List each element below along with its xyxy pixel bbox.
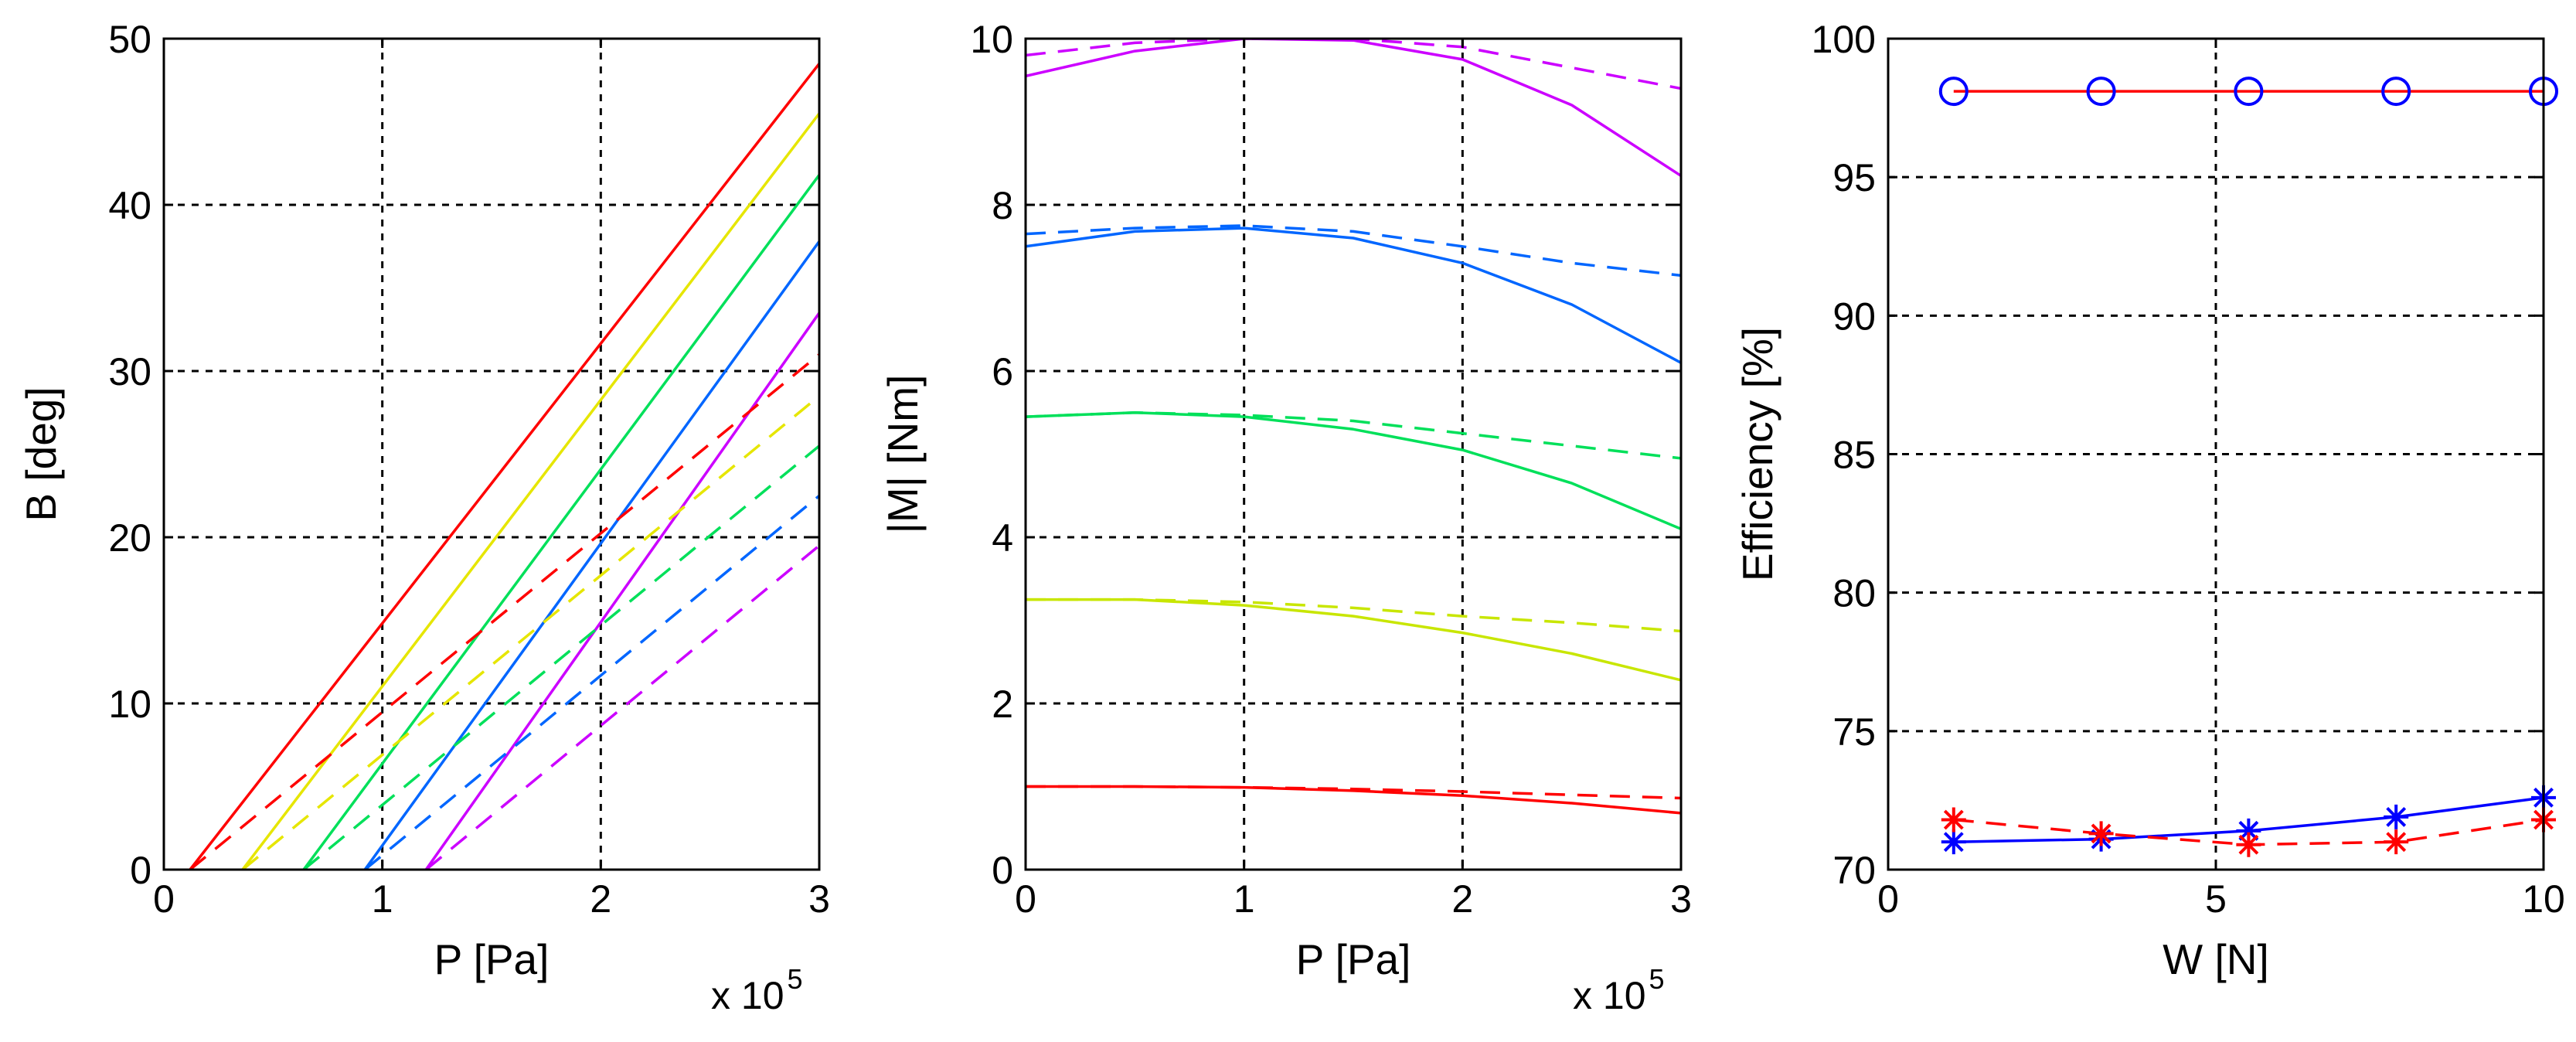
y-tick-label-1: 2 [992, 683, 1013, 726]
series-line-red-dashed [1026, 785, 1681, 800]
x-tick-label-2: 10 [2522, 877, 2565, 921]
y-tick-label-0: 0 [130, 849, 151, 892]
y-tick-label-3: 30 [108, 350, 151, 393]
y-tick-label-2: 20 [108, 516, 151, 560]
y-tick-label-4: 90 [1832, 295, 1876, 338]
axes-box [162, 37, 821, 871]
x-multiplier: x 10 5 [1573, 963, 1665, 1017]
series-line-red-solid [189, 63, 819, 870]
y-tick-label-4: 40 [108, 184, 151, 227]
x-tick-label-0: 0 [1877, 877, 1899, 921]
plot-area [164, 39, 819, 870]
y-tick-label-4: 8 [992, 184, 1013, 227]
x-tick-label-0: 0 [1015, 877, 1036, 921]
x-multiplier: x 10 5 [711, 963, 803, 1017]
series-line-green-solid [302, 174, 819, 870]
x-tick-label-1: 5 [2205, 877, 2227, 921]
y-tick-label-2: 4 [992, 516, 1013, 560]
y-tick-label-5: 50 [108, 18, 151, 61]
series-line-blue-solid [363, 240, 819, 870]
grid [1026, 39, 1681, 870]
series-line-blue-dashed [363, 494, 819, 870]
axes-box [1024, 37, 1683, 871]
marker-star-blue-star-solid-3 [2384, 804, 2409, 829]
y-tick-label-2: 80 [1832, 572, 1876, 615]
plot-area [1026, 39, 1681, 870]
y-tick-label-1: 75 [1832, 710, 1876, 754]
x-tick-label-2: 2 [1451, 877, 1473, 921]
x-multiplier-base: x 10 [711, 974, 784, 1017]
series-line-magenta-solid [424, 312, 819, 870]
marker-star-blue-star-solid-2 [2236, 818, 2261, 843]
marker-star-red-star-dashed-2 [2236, 832, 2261, 857]
x-tick-label-1: 1 [372, 877, 393, 921]
series-line-magenta-dashed [1026, 39, 1681, 90]
y-axis-label: Efficiency [%] [1734, 327, 1781, 581]
y-tick-label-6: 100 [1812, 18, 1876, 61]
y-tick-label-5: 10 [970, 18, 1013, 61]
x-multiplier-exponent: 5 [788, 963, 803, 995]
y-tick-label-0: 0 [992, 849, 1013, 892]
series-line-magenta-solid [1026, 39, 1681, 177]
series-line-blue-solid [1026, 226, 1681, 364]
y-axis-label: |M| [Nm] [879, 375, 927, 534]
x-axis-label: P [Pa] [434, 935, 550, 983]
y-axis-label: B [deg] [17, 386, 65, 521]
series-line-yellow-dashed [241, 394, 819, 870]
x-tick-label-3: 3 [808, 877, 830, 921]
series-line-yellow-solid [241, 112, 819, 870]
x-axis-label: P [Pa] [1296, 935, 1411, 983]
series-group [1026, 39, 1681, 815]
marker-circle-circle-line-0 [1938, 77, 1969, 107]
y-tick-label-3: 85 [1832, 434, 1876, 477]
x-tick-label-2: 2 [590, 877, 611, 921]
series-line-green-dashed [302, 444, 819, 870]
marker-star-red-star-dashed-0 [1941, 807, 1966, 833]
marker-star-red-star-dashed-1 [2088, 821, 2114, 846]
series-group [189, 63, 819, 870]
marker-circle-circle-line-2 [2234, 77, 2264, 107]
marker-circle-circle-line-1 [2086, 77, 2116, 107]
y-tick-label-3: 6 [992, 350, 1013, 393]
chart-3: 0 5 10 70 75 80 85 90 95 100 W [N] Efficiency [%] [1734, 18, 2565, 983]
y-tick-label-1: 10 [108, 683, 151, 726]
x-multiplier-base: x 10 [1573, 974, 1646, 1017]
marker-star-red-star-dashed-3 [2384, 829, 2409, 855]
series-line-green-dashed [1026, 411, 1681, 460]
x-tick-label-3: 3 [1670, 877, 1692, 921]
grid [1888, 39, 2544, 870]
series-line-red-dashed [189, 353, 819, 870]
marker-star-blue-star-solid-0 [1941, 829, 1966, 855]
y-tick-label-0: 70 [1832, 849, 1876, 892]
marker-circle-circle-line-3 [2381, 77, 2411, 107]
x-tick-label-0: 0 [153, 877, 175, 921]
chart-2: 0 1 2 3 0 2 4 6 8 10 P [Pa] |M| [Nm] x 10 5 [879, 18, 1692, 1017]
series-line-yellow-dashed [1026, 598, 1681, 633]
x-axis-label: W [N] [2163, 935, 2268, 983]
x-tick-label-1: 1 [1234, 877, 1255, 921]
series-line-blue-dashed [1026, 224, 1681, 278]
x-multiplier-exponent: 5 [1649, 963, 1665, 995]
series-line-magenta-dashed [425, 544, 819, 870]
y-tick-label-5: 95 [1832, 156, 1876, 199]
